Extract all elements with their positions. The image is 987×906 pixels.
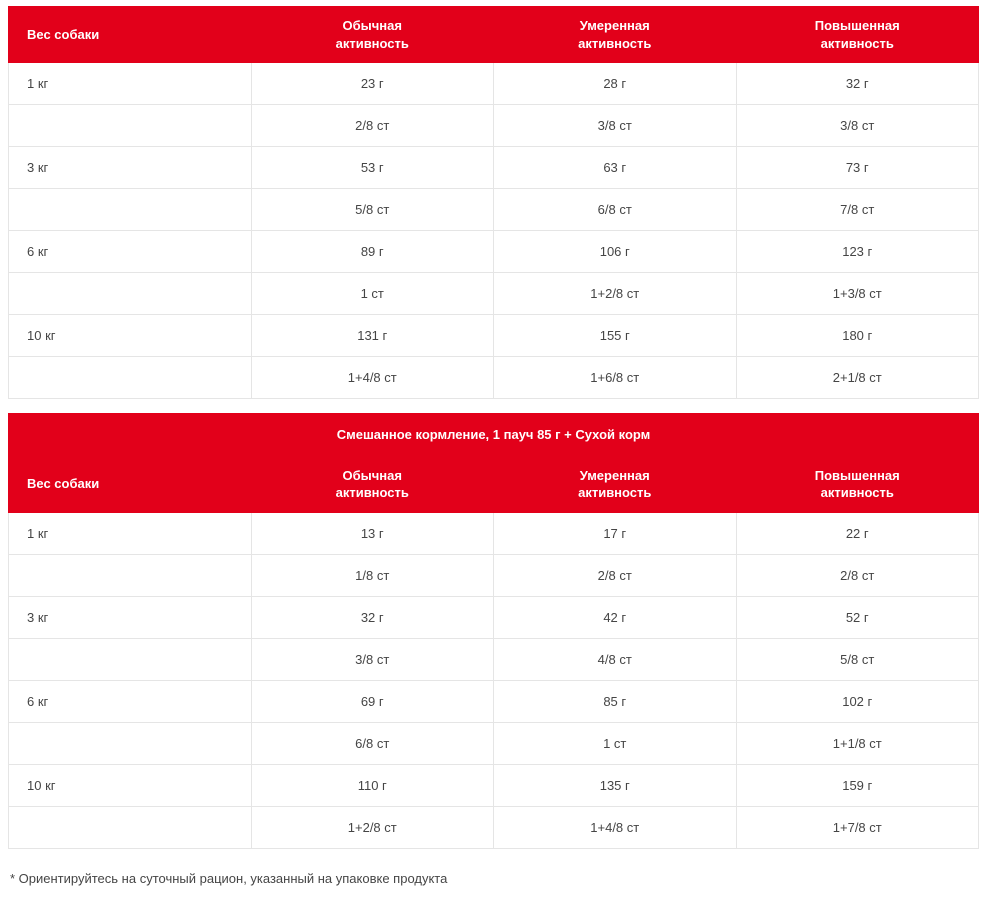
cell: 28 г [494, 63, 737, 105]
cell: 1+6/8 ст [494, 357, 737, 399]
cell: 5/8 ст [736, 638, 979, 680]
cell: 2/8 ст [736, 554, 979, 596]
cell: 52 г [736, 596, 979, 638]
table-row: 1+2/8 ст1+4/8 ст1+7/8 ст [9, 806, 979, 848]
table-row: 1 кг13 г17 г22 г [9, 512, 979, 554]
cell: 89 г [251, 231, 494, 273]
cell-weight: 10 кг [9, 764, 252, 806]
cell: 6/8 ст [494, 189, 737, 231]
cell: 1/8 ст [251, 554, 494, 596]
cell: 85 г [494, 680, 737, 722]
cell: 1+2/8 ст [494, 273, 737, 315]
cell-weight [9, 273, 252, 315]
col-weight: Вес собаки [9, 7, 252, 63]
cell-weight [9, 722, 252, 764]
cell: 1+2/8 ст [251, 806, 494, 848]
col-high: Повышеннаяактивность [736, 456, 979, 512]
cell: 5/8 ст [251, 189, 494, 231]
cell-weight [9, 554, 252, 596]
cell: 1+4/8 ст [251, 357, 494, 399]
cell: 7/8 ст [736, 189, 979, 231]
cell: 2/8 ст [494, 554, 737, 596]
table-row: 3/8 ст4/8 ст5/8 ст [9, 638, 979, 680]
table-row: 5/8 ст6/8 ст7/8 ст [9, 189, 979, 231]
col-moderate: Умереннаяактивность [494, 456, 737, 512]
cell-weight: 1 кг [9, 512, 252, 554]
cell: 1 ст [251, 273, 494, 315]
cell-weight: 3 кг [9, 147, 252, 189]
table-header-row: Вес собаки Обычнаяактивность Умереннаяак… [9, 456, 979, 512]
cell: 42 г [494, 596, 737, 638]
cell: 4/8 ст [494, 638, 737, 680]
table-caption-row: Смешанное кормление, 1 пауч 85 г + Сухой… [9, 414, 979, 457]
table-row: 1/8 ст2/8 ст2/8 ст [9, 554, 979, 596]
cell: 6/8 ст [251, 722, 494, 764]
cell: 110 г [251, 764, 494, 806]
cell-weight [9, 105, 252, 147]
feeding-table-1: Вес собаки Обычнаяактивность Умереннаяак… [8, 6, 979, 399]
cell: 22 г [736, 512, 979, 554]
cell-weight: 6 кг [9, 680, 252, 722]
cell-weight [9, 638, 252, 680]
cell: 1 ст [494, 722, 737, 764]
col-high: Повышеннаяактивность [736, 7, 979, 63]
table-row: 1 ст1+2/8 ст1+3/8 ст [9, 273, 979, 315]
cell: 1+4/8 ст [494, 806, 737, 848]
cell: 32 г [251, 596, 494, 638]
table-row: 6/8 ст1 ст1+1/8 ст [9, 722, 979, 764]
cell: 2/8 ст [251, 105, 494, 147]
col-normal: Обычнаяактивность [251, 7, 494, 63]
cell: 13 г [251, 512, 494, 554]
cell: 3/8 ст [251, 638, 494, 680]
cell-weight: 1 кг [9, 63, 252, 105]
cell: 53 г [251, 147, 494, 189]
cell: 73 г [736, 147, 979, 189]
cell: 2+1/8 ст [736, 357, 979, 399]
cell-weight: 10 кг [9, 315, 252, 357]
cell: 17 г [494, 512, 737, 554]
footnote: * Ориентируйтесь на суточный рацион, ука… [8, 871, 979, 886]
table-row: 6 кг69 г85 г102 г [9, 680, 979, 722]
cell: 3/8 ст [494, 105, 737, 147]
table-row: 1+4/8 ст1+6/8 ст2+1/8 ст [9, 357, 979, 399]
table-row: 10 кг131 г155 г180 г [9, 315, 979, 357]
col-weight: Вес собаки [9, 456, 252, 512]
col-moderate: Умереннаяактивность [494, 7, 737, 63]
cell: 32 г [736, 63, 979, 105]
table-row: 1 кг23 г28 г32 г [9, 63, 979, 105]
cell-weight: 3 кг [9, 596, 252, 638]
cell: 1+1/8 ст [736, 722, 979, 764]
cell-weight [9, 189, 252, 231]
cell: 180 г [736, 315, 979, 357]
cell-weight [9, 357, 252, 399]
cell: 159 г [736, 764, 979, 806]
cell: 102 г [736, 680, 979, 722]
table-caption: Смешанное кормление, 1 пауч 85 г + Сухой… [9, 414, 979, 457]
cell: 1+7/8 ст [736, 806, 979, 848]
table-row: 3 кг53 г63 г73 г [9, 147, 979, 189]
cell: 123 г [736, 231, 979, 273]
table-row: 2/8 ст3/8 ст3/8 ст [9, 105, 979, 147]
cell: 106 г [494, 231, 737, 273]
cell: 23 г [251, 63, 494, 105]
table-row: 3 кг32 г42 г52 г [9, 596, 979, 638]
cell: 1+3/8 ст [736, 273, 979, 315]
cell: 69 г [251, 680, 494, 722]
table-header-row: Вес собаки Обычнаяактивность Умереннаяак… [9, 7, 979, 63]
table-row: 10 кг110 г135 г159 г [9, 764, 979, 806]
table-row: 6 кг89 г106 г123 г [9, 231, 979, 273]
feeding-table-2: Смешанное кормление, 1 пауч 85 г + Сухой… [8, 413, 979, 849]
cell: 3/8 ст [736, 105, 979, 147]
cell-weight [9, 806, 252, 848]
cell: 155 г [494, 315, 737, 357]
cell: 63 г [494, 147, 737, 189]
col-normal: Обычнаяактивность [251, 456, 494, 512]
cell: 135 г [494, 764, 737, 806]
cell: 131 г [251, 315, 494, 357]
cell-weight: 6 кг [9, 231, 252, 273]
